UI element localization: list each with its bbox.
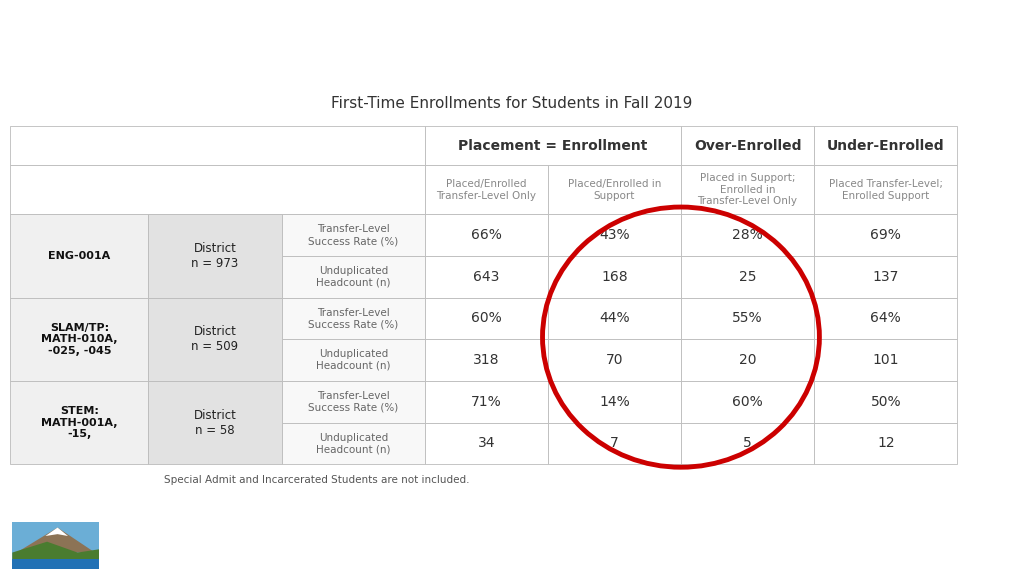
Bar [282,214,425,256]
Text: 70: 70 [605,353,624,367]
Bar [282,339,425,381]
Text: 44%: 44% [599,312,630,325]
Bar [548,214,681,256]
Bar [681,298,814,339]
Text: WEST HILLS: WEST HILLS [133,530,254,548]
Text: COMMUNITY COLLEGE DISTRICT: COMMUNITY COLLEGE DISTRICT [133,556,255,566]
Text: you can go anywhere: you can go anywhere [777,551,993,569]
Bar [814,165,957,214]
Bar [148,381,282,464]
Text: Transfer-Level
Success Rate (%): Transfer-Level Success Rate (%) [308,391,398,412]
Text: STEM:
MATH-001A,
-15,: STEM: MATH-001A, -15, [41,406,118,439]
Polygon shape [12,541,99,569]
Text: 64%: 64% [870,312,901,325]
Text: 25: 25 [738,270,757,284]
Bar [814,256,957,298]
Bar [548,256,681,298]
Bar [681,214,814,256]
Text: First-Time Enrollments for Students in Fall 2019: First-Time Enrollments for Students in F… [332,96,692,111]
Bar [814,423,957,464]
Text: District - Alignment of Placement, Enrollment, Success: District - Alignment of Placement, Enrol… [20,25,1024,59]
Bar [10,381,148,464]
Bar [681,423,814,464]
Bar [282,256,425,298]
Text: Placement = Enrollment: Placement = Enrollment [459,139,647,153]
Bar [548,423,681,464]
Bar [425,339,548,381]
Text: Transfer-Level
Success Rate (%): Transfer-Level Success Rate (%) [308,308,398,329]
Text: Transfer-Level
Success Rate (%): Transfer-Level Success Rate (%) [308,225,398,246]
Text: 66%: 66% [471,228,502,242]
Bar [425,127,681,165]
Bar [814,214,957,256]
Text: 14%: 14% [599,395,630,409]
Text: 168: 168 [601,270,628,284]
Text: 69%: 69% [870,228,901,242]
Bar [425,381,548,423]
Text: 43%: 43% [599,228,630,242]
Text: Under-Enrolled: Under-Enrolled [827,139,944,153]
Text: Special Admit and Incarcerated Students are not included.: Special Admit and Incarcerated Students … [164,475,469,485]
Text: SLAM/TP:
MATH-010A,
-025, -045: SLAM/TP: MATH-010A, -025, -045 [41,323,118,356]
Bar [148,298,282,381]
Text: 7: 7 [610,437,618,450]
Text: Once you go here,: Once you go here, [865,530,993,544]
Text: 318: 318 [473,353,500,367]
Bar [282,381,425,423]
Text: 643: 643 [473,270,500,284]
Polygon shape [16,528,95,552]
Text: Unduplicated
Headcount (n): Unduplicated Headcount (n) [316,266,390,287]
Text: 5: 5 [743,437,752,450]
Text: 60%: 60% [471,312,502,325]
Bar [814,127,957,165]
Text: 20: 20 [738,353,757,367]
Text: 50%: 50% [870,395,901,409]
Bar [548,298,681,339]
Text: Over-Enrolled: Over-Enrolled [694,139,801,153]
Text: Unduplicated
Headcount (n): Unduplicated Headcount (n) [316,433,390,454]
Text: Placed/Enrolled
Transfer-Level Only: Placed/Enrolled Transfer-Level Only [436,179,537,200]
Text: Placed/Enrolled in
Support: Placed/Enrolled in Support [567,179,662,200]
Text: 71%: 71% [471,395,502,409]
Text: Placed Transfer-Level;
Enrolled Support: Placed Transfer-Level; Enrolled Support [828,179,943,200]
Text: 28%: 28% [732,228,763,242]
Bar [814,339,957,381]
Bar [681,381,814,423]
Text: District
n = 509: District n = 509 [191,325,239,353]
Text: 101: 101 [872,353,899,367]
Bar [425,423,548,464]
Text: Unduplicated
Headcount (n): Unduplicated Headcount (n) [316,349,390,371]
Bar [425,256,548,298]
Text: District
n = 58: District n = 58 [194,408,237,437]
Text: Placed in Support;
Enrolled in
Transfer-Level Only: Placed in Support; Enrolled in Transfer-… [697,173,798,206]
Text: District
n = 973: District n = 973 [191,242,239,270]
Bar [10,127,425,165]
Bar [548,339,681,381]
Bar [681,165,814,214]
Bar [282,423,425,464]
Bar [681,256,814,298]
Text: 137: 137 [872,270,899,284]
Bar [548,381,681,423]
Bar [12,559,99,569]
Bar [10,165,425,214]
Bar [814,298,957,339]
Bar [681,127,814,165]
Bar [425,214,548,256]
Bar [425,298,548,339]
Polygon shape [45,528,68,536]
Bar [10,214,148,298]
Bar [282,298,425,339]
Bar [10,298,148,381]
Bar [148,214,282,298]
Bar [425,165,548,214]
Text: ENG-001A: ENG-001A [48,251,111,261]
Text: 12: 12 [877,437,895,450]
Text: 55%: 55% [732,312,763,325]
Bar [814,381,957,423]
Text: 60%: 60% [732,395,763,409]
Bar [681,339,814,381]
Bar [548,165,681,214]
Text: 34: 34 [477,437,496,450]
